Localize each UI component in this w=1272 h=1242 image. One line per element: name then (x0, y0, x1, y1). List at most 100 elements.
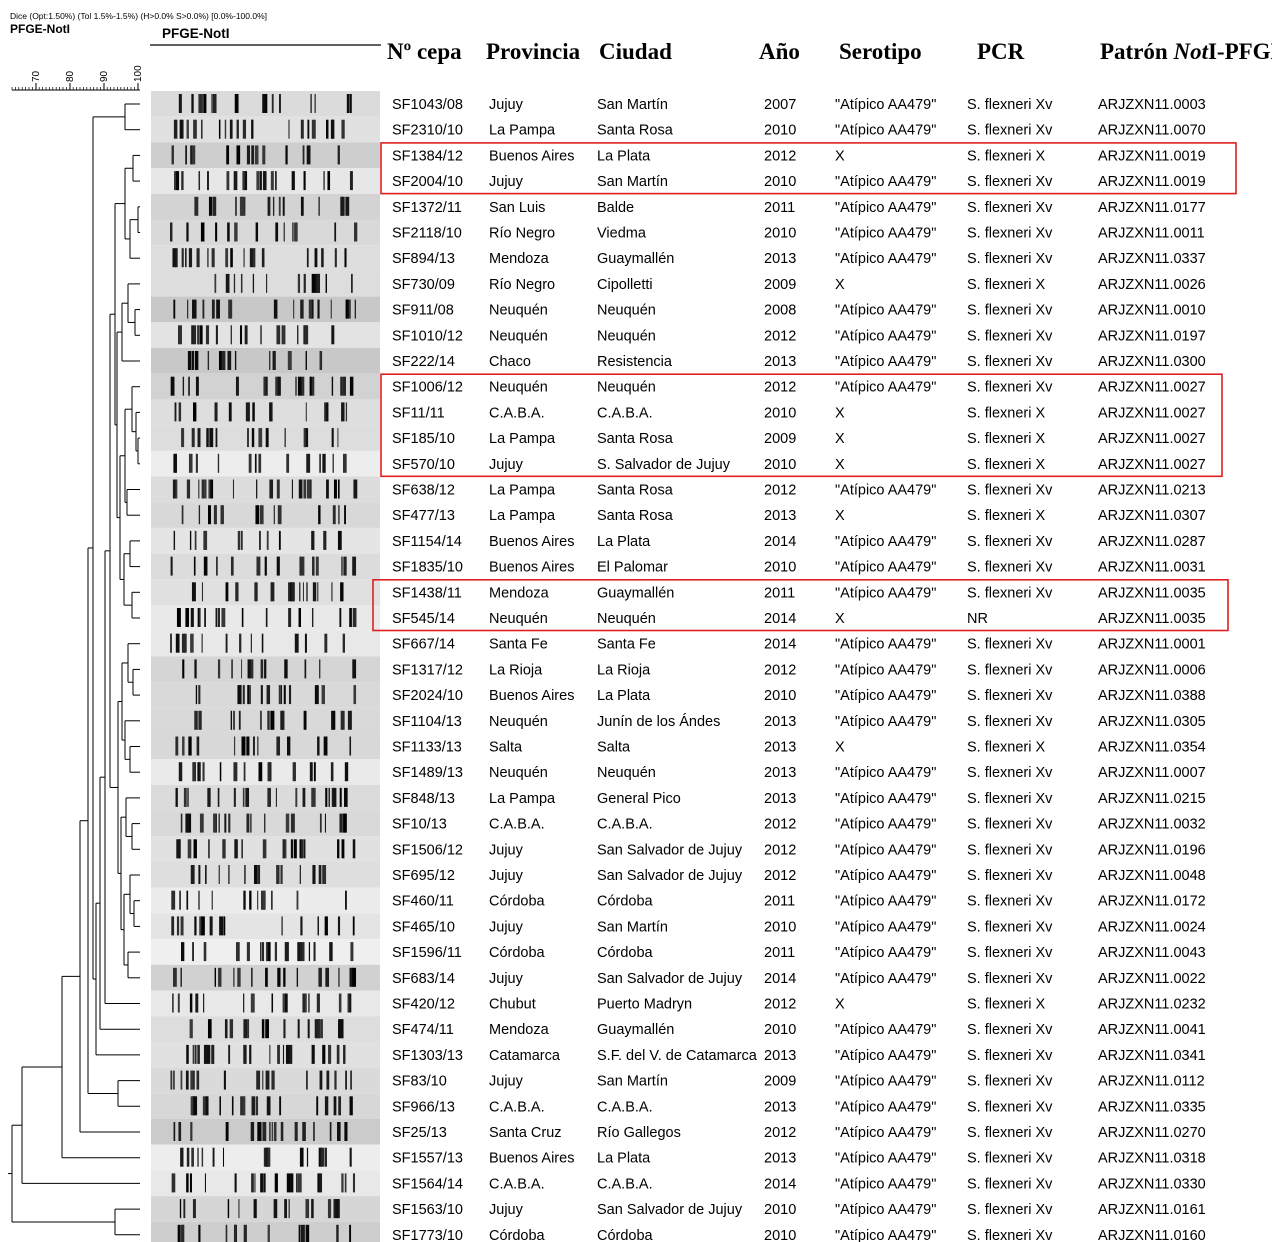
gel-band (198, 685, 200, 704)
table-cell: La Pampa (489, 123, 556, 139)
gel-band (279, 685, 281, 704)
table-cell: ARJZXN11.0160 (1098, 1228, 1206, 1242)
table-cell: 2010 (764, 457, 796, 473)
table-cell: Río Negro (489, 277, 555, 293)
table-cell: S. flexneri Xv (967, 1202, 1053, 1218)
gel-band (274, 505, 275, 524)
table-cell: ARJZXN11.0197 (1098, 328, 1206, 344)
gel-band (275, 223, 278, 242)
gel-band (247, 428, 249, 447)
gel-band (251, 1122, 254, 1141)
gel-band (339, 608, 341, 627)
gel-band (247, 145, 250, 164)
gel-band (289, 685, 291, 704)
table-cell: SF1043/08 (392, 97, 463, 113)
gel-band (274, 1199, 278, 1218)
gel-band (235, 197, 236, 216)
table-cell: S.F. del V. de Catamarca (597, 1048, 758, 1064)
table-cell: ARJZXN11.0041 (1098, 1022, 1206, 1038)
gel-band (173, 968, 177, 987)
gel-band (240, 197, 243, 216)
gel-band (172, 994, 174, 1013)
gel-band (324, 402, 326, 421)
gel-band (279, 531, 281, 550)
gel-band (264, 814, 265, 833)
gel-band (262, 145, 265, 164)
table-cell: ARJZXN11.0161 (1098, 1202, 1206, 1218)
gel-band (265, 659, 267, 678)
table-cell: "Atípico AA479" (835, 1048, 936, 1064)
gel-band (192, 428, 195, 447)
gel-band (224, 814, 226, 833)
gel-band (195, 994, 198, 1013)
gel-band (342, 839, 345, 858)
gel-lane (151, 322, 380, 348)
gel-band (180, 1199, 181, 1218)
gel-band (243, 891, 245, 910)
gel-band (330, 1122, 332, 1141)
table-cell: San Salvador de Jujuy (597, 868, 743, 884)
gel-band (299, 480, 303, 499)
gel-lane (151, 348, 380, 374)
gel-band (272, 171, 273, 190)
gel-band (197, 1071, 200, 1090)
header-part: Not (1172, 39, 1208, 64)
gel-band (207, 248, 208, 267)
table-cell: Viedma (597, 226, 647, 242)
gel-band (236, 942, 240, 961)
gel-band (350, 1071, 351, 1090)
gel-band (317, 737, 319, 756)
gel-band (243, 1045, 246, 1064)
gel-band (303, 788, 306, 807)
gel-band (174, 1122, 176, 1141)
gel-band (188, 737, 191, 756)
table-cell: S. flexneri Xv (967, 585, 1053, 601)
gel-band (306, 582, 308, 601)
gel-band (303, 839, 305, 858)
table-cell: "Atípico AA479" (835, 534, 936, 550)
table-cell: ARJZXN11.0177 (1098, 200, 1206, 216)
table-cell: S. flexneri Xv (967, 200, 1053, 216)
table-cell: ARJZXN11.0027 (1098, 380, 1206, 396)
table-cell: ARJZXN11.0031 (1098, 560, 1206, 576)
gel-band (237, 120, 239, 139)
gel-band (202, 94, 204, 113)
gel-band (343, 1045, 345, 1064)
gel-band (315, 248, 318, 267)
table-cell: SF465/10 (392, 919, 455, 935)
table-cell: SF11/11 (392, 405, 445, 421)
gel-band (236, 145, 240, 164)
table-cell: "Atípico AA479" (835, 945, 936, 961)
table-cell: Buenos Aires (489, 560, 574, 576)
gel-band (256, 480, 257, 499)
gel-band (268, 1225, 270, 1242)
gel-band (325, 788, 327, 807)
gel-band (205, 1173, 206, 1192)
gel-band (190, 1071, 193, 1090)
gel-band (307, 248, 309, 267)
gel-band (339, 814, 342, 833)
table-cell: 2014 (764, 534, 796, 550)
gel-band (193, 1199, 196, 1218)
gel-band (206, 428, 209, 447)
gel-band (231, 659, 232, 678)
gel-band (227, 223, 230, 242)
table-cell: S. flexneri Xv (967, 688, 1053, 704)
table-cell: ARJZXN11.0011 (1098, 226, 1205, 242)
table-cell: "Atípico AA479" (835, 97, 936, 113)
gel-band (175, 248, 177, 267)
gel-band (344, 1122, 347, 1141)
gel-band (263, 839, 267, 858)
gel-band (327, 171, 330, 190)
gel-band (212, 891, 213, 910)
gel-band (278, 505, 282, 524)
table-cell: Buenos Aires (489, 534, 574, 550)
gel-band (233, 480, 234, 499)
gel-band (245, 788, 249, 807)
table-cell: 2012 (764, 148, 796, 164)
table-cell: S. flexneri X (967, 431, 1045, 447)
gel-lane (151, 528, 380, 554)
table-cell: ARJZXN11.0196 (1098, 842, 1206, 858)
table-cell: "Atípico AA479" (835, 714, 936, 730)
gel-band (288, 582, 290, 601)
